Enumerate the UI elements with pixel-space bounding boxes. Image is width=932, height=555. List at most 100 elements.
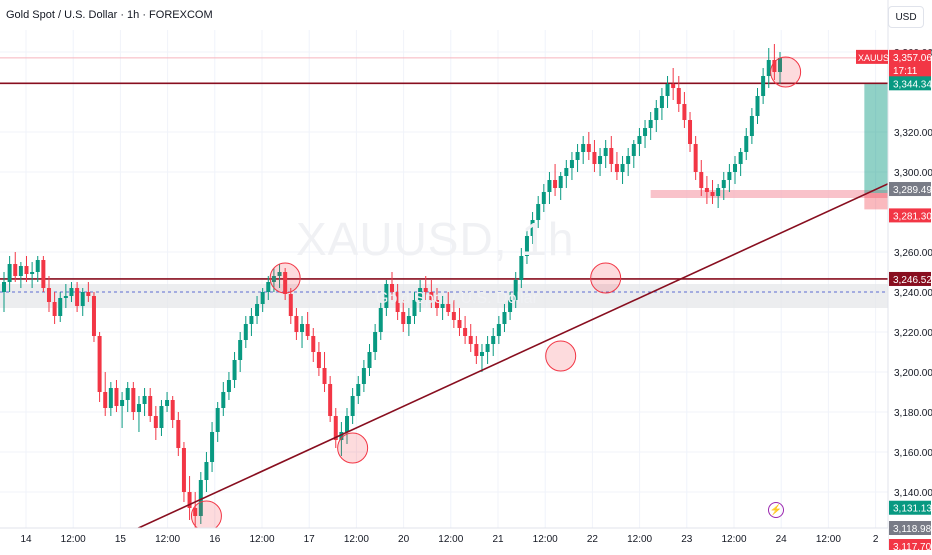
lightning-icon[interactable]: ⚡ (768, 502, 784, 518)
candle-body (63, 296, 68, 298)
candle-body (266, 282, 271, 292)
marker-circle[interactable] (269, 262, 301, 294)
candle-body (401, 312, 406, 324)
candle-body (553, 180, 558, 188)
trendline[interactable] (21, 112, 932, 555)
candle-body (766, 60, 771, 76)
candle-body (328, 384, 333, 416)
candle-body (176, 420, 181, 448)
candle-body (704, 188, 709, 192)
candle-body (710, 192, 715, 196)
price-tag-value: 3,131.13 (893, 504, 932, 515)
candle-body (581, 144, 586, 152)
candle-body (226, 380, 231, 392)
currency-button[interactable]: USD (888, 6, 924, 28)
candle-body (232, 360, 237, 380)
candle-body (761, 76, 766, 96)
time-tick-label: 12:00 (627, 534, 652, 545)
candle-body (181, 448, 186, 492)
watermark-symbol: XAUUSD, 1h (296, 213, 575, 265)
candle-body (322, 368, 327, 384)
candle-body (738, 152, 743, 164)
price-tag-bg (889, 500, 931, 515)
candle-body (755, 96, 760, 116)
price-tag-bg (889, 521, 931, 535)
time-tick-label: 21 (492, 534, 504, 545)
candle-body (131, 388, 136, 412)
watermark-name: Gold Spot / U.S. Dollar (376, 290, 538, 307)
candle-body (558, 176, 563, 188)
candle-body (716, 188, 721, 196)
candle-body (238, 340, 243, 360)
marker-circle[interactable] (190, 500, 222, 532)
time-tick-label: 12:00 (721, 534, 746, 545)
candle-body (390, 284, 394, 292)
candle-body (609, 148, 614, 164)
marker-circle[interactable] (545, 340, 577, 372)
marker-circle[interactable] (770, 56, 802, 88)
price-tag-value: 3,344.34 (893, 79, 932, 90)
price-tag-value: 3,246.52 (893, 275, 932, 286)
candle-body (69, 288, 74, 296)
price-tag-value: 3,357.06 (893, 53, 932, 64)
candle-body (367, 352, 372, 368)
candle-body (35, 260, 40, 272)
candle-body (440, 304, 445, 308)
candle-body (541, 192, 546, 204)
candle-body (204, 462, 209, 480)
candle-body (243, 324, 248, 340)
candle-body (255, 304, 260, 316)
candle-body (626, 156, 631, 164)
candle-body (463, 328, 468, 336)
price-tag-value: 3,281.30 (893, 211, 932, 222)
candle-body (148, 396, 153, 416)
candle-body (423, 288, 428, 292)
candle-body (210, 432, 215, 462)
candle-body (86, 292, 91, 296)
time-tick-label: 14 (20, 534, 32, 545)
candle-body (30, 272, 35, 274)
candle-body (778, 58, 782, 72)
candle-body (136, 404, 141, 412)
price-tag-bg (889, 182, 931, 197)
candle-body (676, 88, 681, 104)
candle-body (305, 324, 310, 336)
candle-body (249, 316, 254, 324)
candle-body (598, 156, 603, 164)
price-tag-bg (889, 76, 931, 91)
price-tick-label: 3,240.00 (894, 288, 932, 299)
marker-circle[interactable] (337, 432, 369, 464)
marker-circle[interactable] (590, 262, 622, 294)
candle-body (564, 168, 569, 176)
candle-body (288, 294, 293, 316)
candle-body (41, 260, 46, 288)
candle-body (665, 84, 670, 96)
time-tick-label: 12:00 (155, 534, 180, 545)
candle-body (300, 324, 305, 332)
candle-body (125, 388, 130, 400)
time-tick-label: 15 (115, 534, 127, 545)
countdown-label: 17:11 (893, 66, 918, 77)
price-tick-label: 3,200.00 (894, 368, 932, 379)
candle-body (536, 204, 541, 220)
candle-body (772, 60, 777, 72)
candle-body (547, 180, 552, 192)
candle-body (508, 300, 513, 312)
candle-body (524, 236, 529, 256)
price-tag-value: 3,289.49 (893, 185, 932, 196)
candle-body (654, 108, 659, 120)
time-tick-label: 20 (398, 534, 410, 545)
candle-body (142, 396, 147, 404)
time-tick-label: 22 (587, 534, 599, 545)
price-tick-label: 3,300.00 (894, 168, 932, 179)
candle-body (356, 384, 361, 396)
price-tag-bg (889, 49, 931, 78)
candle-body (682, 104, 687, 120)
price-tick-label: 3,180.00 (894, 408, 932, 419)
candle-body (429, 292, 434, 300)
candle-body (103, 392, 108, 408)
candle-body (97, 336, 102, 392)
candle-body (395, 292, 400, 312)
time-tick-label: 12:00 (533, 534, 558, 545)
